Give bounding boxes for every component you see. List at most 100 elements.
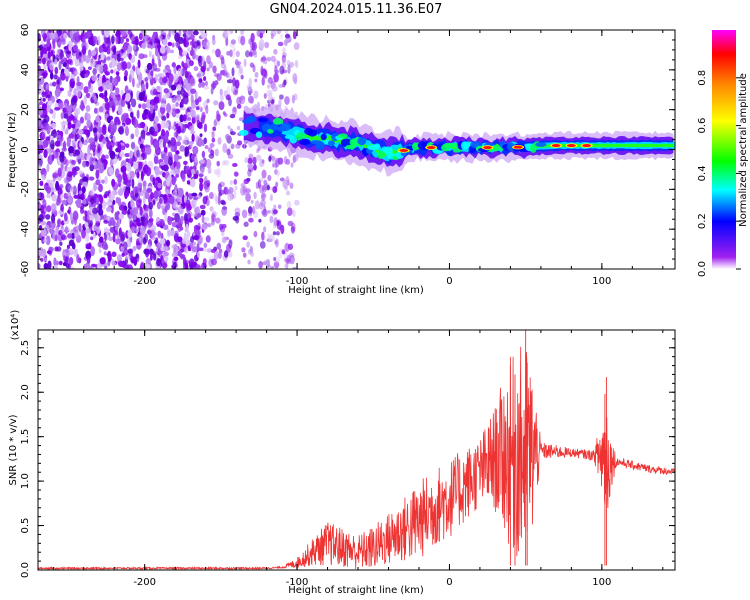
- noise-cell: [269, 196, 274, 202]
- spectrogram-x-axis: -200 -100 0 100: [52, 30, 664, 287]
- noise-cell: [56, 134, 62, 139]
- y-tick-label: 0: [20, 146, 31, 152]
- noise-cell: [277, 41, 284, 47]
- noise-cell: [69, 30, 74, 38]
- noise-cell: [247, 157, 253, 165]
- noise-cell: [125, 92, 131, 102]
- noise-cell: [159, 161, 165, 166]
- noise-cell: [61, 123, 65, 132]
- noise-cell: [67, 111, 71, 117]
- noise-cell: [149, 104, 154, 114]
- noise-cell: [146, 222, 151, 229]
- noise-cell: [117, 142, 122, 153]
- noise-cell: [252, 156, 257, 165]
- noise-cell: [98, 106, 104, 113]
- noise-cell: [184, 212, 188, 222]
- noise-cell: [251, 41, 257, 51]
- noise-cell: [257, 179, 261, 189]
- noise-cell: [276, 219, 280, 226]
- noise-cell: [238, 117, 245, 122]
- noise-cell: [241, 209, 248, 219]
- y-tick-label: 20: [20, 103, 31, 116]
- hot-spot: [566, 144, 576, 148]
- noise-cell: [216, 113, 221, 122]
- noise-cell: [130, 37, 134, 41]
- noise-cell: [171, 108, 177, 118]
- noise-cell: [216, 160, 220, 167]
- noise-cell: [208, 258, 214, 267]
- noise-cell: [54, 234, 58, 242]
- colorbar: 0.0 0.2 0.4 0.6 0.8 Normalized spectral ampl…: [697, 30, 749, 277]
- noise-cell: [191, 133, 195, 142]
- noise-cell: [210, 248, 216, 253]
- noise-cell: [253, 191, 257, 200]
- noise-cell: [166, 112, 170, 119]
- noise-cell: [208, 191, 214, 200]
- noise-cell: [116, 53, 121, 63]
- noise-cell: [289, 61, 295, 68]
- y-tick-label: 60: [20, 24, 31, 37]
- noise-cell: [234, 211, 241, 218]
- noise-cell: [253, 164, 257, 171]
- noise-cell: [232, 106, 237, 116]
- noise-cell: [97, 262, 101, 269]
- noise-cell: [87, 219, 93, 228]
- noise-cell: [86, 256, 91, 265]
- noise-cell: [194, 134, 199, 143]
- noise-cell: [40, 30, 46, 37]
- signal-blob: [298, 138, 311, 146]
- noise-cell: [47, 155, 53, 165]
- noise-cell: [90, 236, 94, 241]
- noise-cell: [187, 212, 192, 223]
- noise-cell: [221, 223, 227, 229]
- noise-cell: [246, 241, 251, 248]
- noise-cell: [177, 217, 182, 228]
- noise-cell: [93, 96, 97, 103]
- signal-blob: [257, 117, 268, 123]
- noise-cell: [82, 37, 86, 44]
- noise-cell: [98, 248, 102, 254]
- noise-cell: [167, 140, 172, 147]
- noise-cell: [269, 193, 273, 201]
- noise-cell: [49, 246, 54, 252]
- noise-cell: [84, 129, 91, 136]
- noise-cell: [167, 193, 172, 198]
- noise-cell: [90, 246, 95, 256]
- noise-cell: [243, 178, 250, 185]
- noise-cell: [201, 31, 207, 39]
- noise-cell: [120, 98, 126, 108]
- noise-cell: [65, 74, 69, 82]
- noise-cell: [136, 83, 141, 89]
- noise-cell: [73, 70, 79, 76]
- colorbar-label: Normalized spectral amplitude: [738, 73, 749, 227]
- y-tick-label: 2.5: [20, 340, 31, 356]
- noise-cell: [121, 30, 127, 37]
- noise-cell: [176, 125, 182, 134]
- noise-cell: [294, 199, 300, 206]
- signal-blob: [337, 133, 348, 139]
- noise-cell: [205, 235, 211, 243]
- noise-cell: [284, 30, 288, 35]
- noise-cell: [273, 48, 278, 55]
- noise-cell: [276, 169, 280, 177]
- noise-cell: [86, 214, 90, 221]
- noise-cell: [125, 143, 130, 148]
- noise-cell: [76, 89, 82, 98]
- noise-cell: [111, 105, 115, 113]
- noise-cell: [223, 236, 230, 241]
- noise-cell: [163, 88, 169, 94]
- noise-cell: [149, 248, 154, 256]
- noise-cell: [234, 79, 240, 89]
- noise-cell: [191, 168, 195, 175]
- noise-cell: [253, 230, 258, 238]
- signal-blob: [373, 143, 381, 149]
- noise-cell: [179, 226, 184, 231]
- hot-spot: [582, 144, 592, 148]
- noise-cell: [204, 145, 209, 150]
- noise-cell: [183, 160, 188, 166]
- noise-cell: [109, 127, 115, 135]
- noise-cell: [81, 186, 86, 194]
- noise-cell: [203, 85, 210, 90]
- noise-cell: [154, 239, 158, 244]
- noise-cell: [38, 192, 43, 198]
